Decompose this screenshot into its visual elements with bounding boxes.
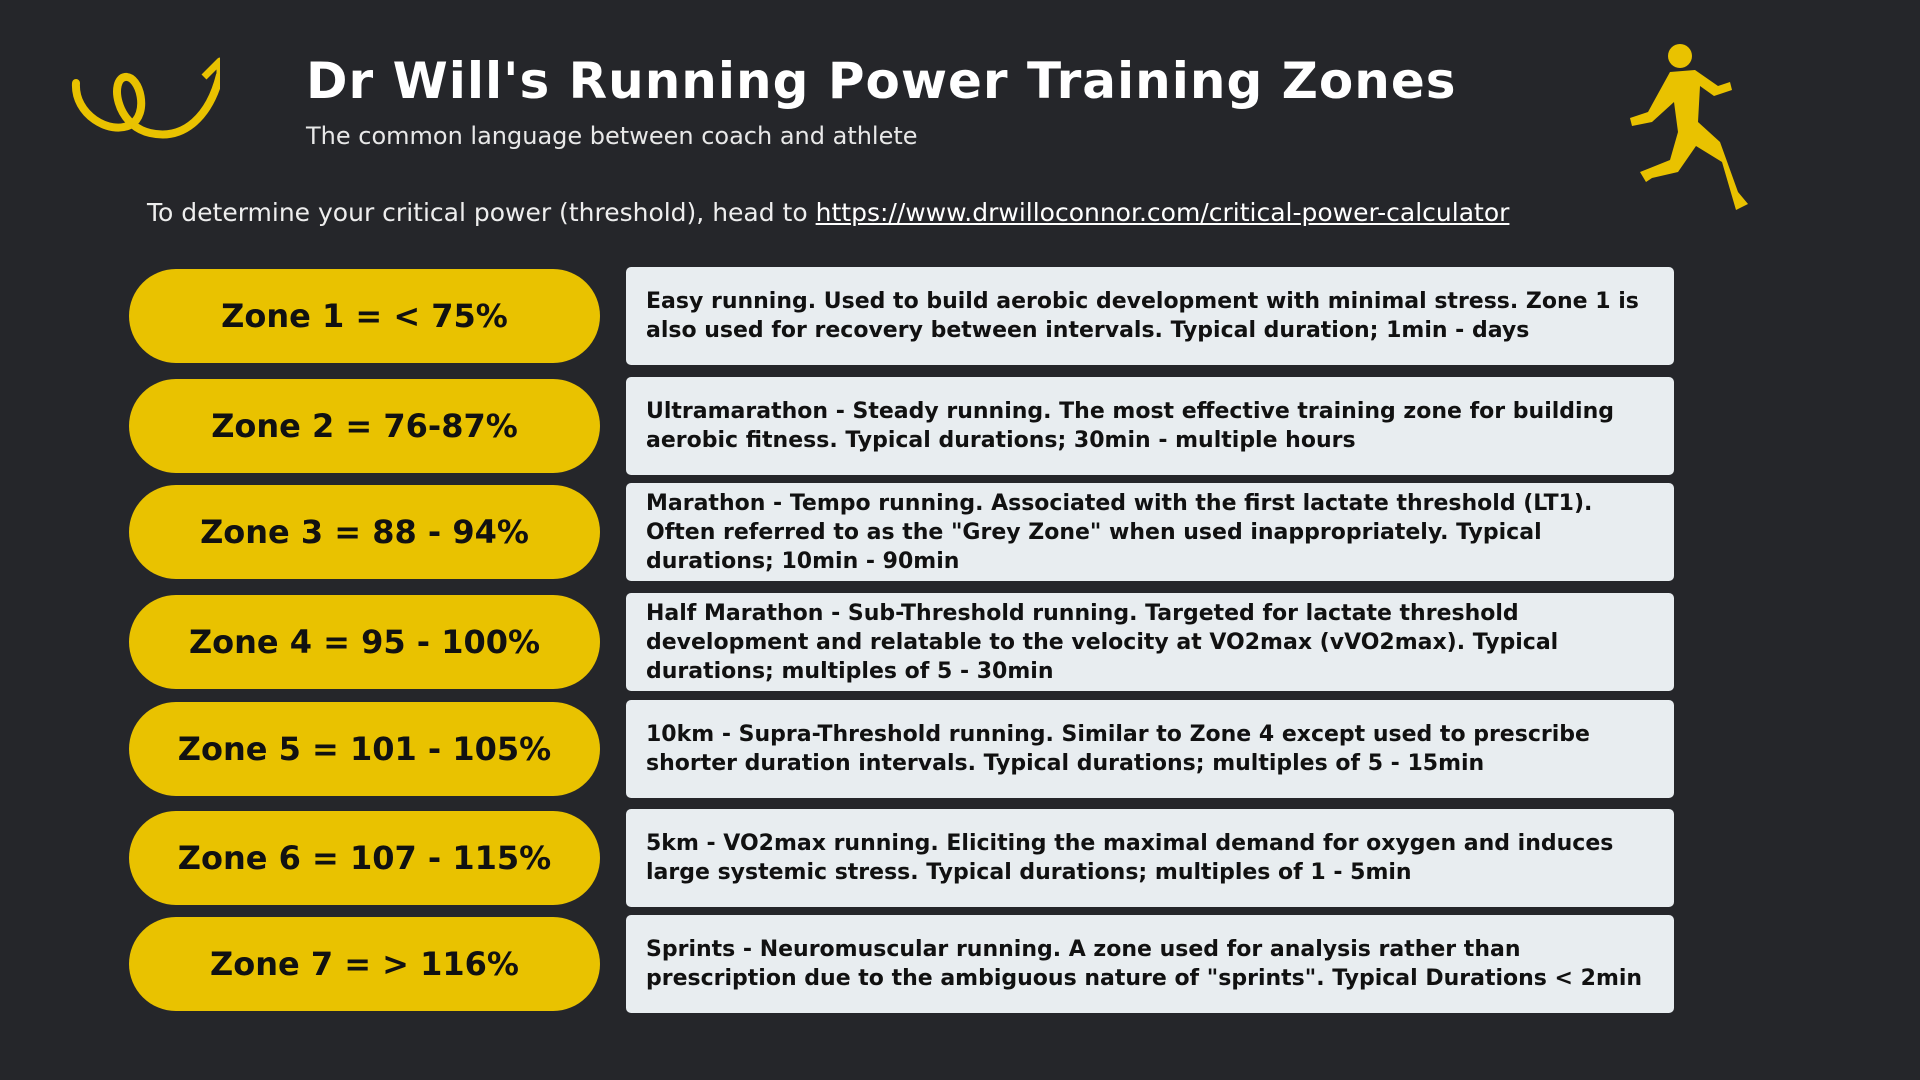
zone-label: Zone 1 = < 75% (129, 269, 600, 363)
intro: To determine your critical power (thresh… (147, 198, 1509, 227)
zone-description: Easy running. Used to build aerobic deve… (626, 267, 1674, 365)
zone-label: Zone 4 = 95 - 100% (129, 595, 600, 689)
zone-description: 10km - Supra-Threshold running. Similar … (626, 700, 1674, 798)
title: Dr Will's Running Power Training Zones (306, 52, 1457, 110)
zone-label: Zone 2 = 76-87% (129, 379, 600, 473)
runner-icon (1630, 44, 1748, 210)
zone-label: Zone 6 = 107 - 115% (129, 811, 600, 905)
zone-description: Sprints - Neuromuscular running. A zone … (626, 915, 1674, 1013)
zone-description: 5km - VO2max running. Eliciting the maxi… (626, 809, 1674, 907)
zone-description: Marathon - Tempo running. Associated wit… (626, 483, 1674, 581)
logo (71, 57, 220, 139)
intro-text: To determine your critical power (thresh… (147, 198, 808, 227)
zone-description: Ultramarathon - Steady running. The most… (626, 377, 1674, 475)
zone-label: Zone 3 = 88 - 94% (129, 485, 600, 579)
zone-description: Half Marathon - Sub-Threshold running. T… (626, 593, 1674, 691)
subtitle: The common language between coach and at… (306, 122, 918, 150)
zone-label: Zone 5 = 101 - 105% (129, 702, 600, 796)
zone-label: Zone 7 = > 116% (129, 917, 600, 1011)
calculator-link[interactable]: https://www.drwilloconnor.com/critical-p… (815, 198, 1510, 227)
